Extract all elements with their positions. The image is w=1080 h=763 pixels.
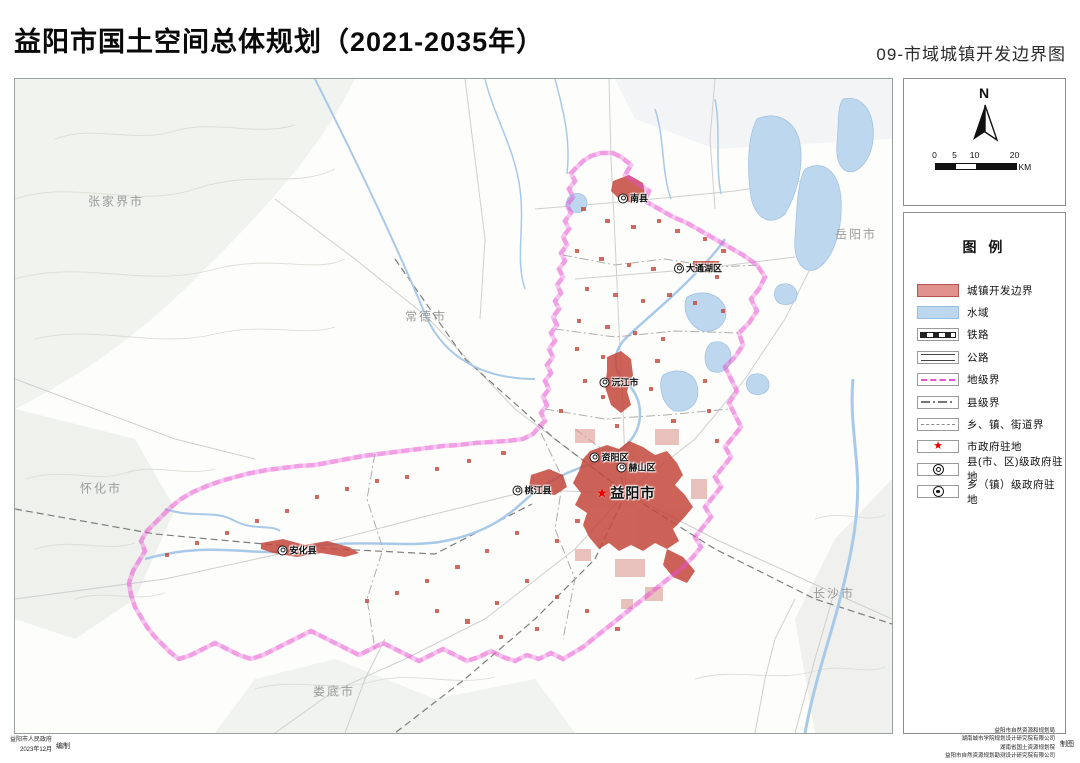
legend-item-water: 水域 bbox=[904, 301, 1065, 323]
county-gov-seat-icon bbox=[512, 485, 523, 495]
scale-tick: 5 bbox=[952, 150, 957, 160]
legend-title: 图 例 bbox=[962, 239, 1007, 255]
neighbor-city-label: 娄底市 bbox=[312, 684, 356, 699]
cartography-org: 湖南省国土资源规划院 bbox=[999, 744, 1055, 751]
legend-item-county-boundary: 县级界 bbox=[904, 391, 1065, 413]
county-gov-seat-icon bbox=[616, 462, 627, 472]
north-arrow-icon bbox=[972, 104, 998, 142]
county-gov-seat-icon bbox=[277, 545, 288, 555]
legend-label: 铁路 bbox=[967, 329, 989, 342]
scale-bar: 0 5 10 20 KM bbox=[925, 150, 1045, 180]
town-gov-seat-icon bbox=[932, 486, 944, 498]
place-label-赫山区[interactable]: 赫山区 bbox=[616, 461, 656, 474]
prefecture-boundary-line bbox=[126, 150, 768, 664]
county-gov-seat-icon bbox=[589, 452, 600, 462]
legend-label: 地级界 bbox=[967, 374, 1000, 387]
compiler-name: 益阳市人民政府 bbox=[10, 737, 53, 743]
neighbor-city-label: 岳阳市 bbox=[834, 227, 878, 242]
neighbor-city-label: 常德市 bbox=[404, 309, 448, 324]
place-name: 南县 bbox=[629, 193, 649, 204]
county-gov-seat-icon bbox=[932, 463, 944, 475]
map-canvas[interactable]: 张家界市常德市 岳阳市怀化市长沙市娄底市 南县大通湖区沅江市资阳区 赫山区 ★ 益阳市 桃江… bbox=[14, 78, 893, 734]
page-title: 益阳市国土空间总体规划（2021-2035年） bbox=[14, 27, 545, 57]
railway-swatch bbox=[917, 328, 959, 342]
place-label-沅江市[interactable]: 沅江市 bbox=[599, 376, 639, 389]
town-gov-seat-swatch bbox=[917, 485, 959, 499]
place-name: 桃江县 bbox=[524, 485, 552, 496]
place-label-益阳市[interactable]: ★ 益阳市 bbox=[597, 483, 656, 503]
cartography-org: 益阳市自然资源和规划局 bbox=[994, 728, 1055, 734]
place-label-大通湖区[interactable]: 大通湖区 bbox=[673, 262, 723, 275]
legend-label: 乡、镇、街道界 bbox=[967, 419, 1044, 432]
place-name: 赫山区 bbox=[628, 462, 656, 473]
neighbor-city-label: 长沙市 bbox=[812, 586, 856, 601]
neighbor-city-label: 张家界市 bbox=[87, 194, 145, 209]
footer-compiler: 益阳市人民政府 2023年12月 编制 bbox=[10, 736, 70, 755]
legend-item-road: 公路 bbox=[904, 346, 1065, 368]
legend-label: 市政府驻地 bbox=[967, 441, 1022, 454]
legend-label: 县(市、区)级政府驻地 bbox=[967, 456, 1063, 484]
legend-label: 乡（镇）级政府驻地 bbox=[967, 478, 1055, 506]
sheet-subtitle: 09-市域城镇开发边界图 bbox=[876, 45, 1066, 64]
neighbor-city-label: 怀化市 bbox=[79, 481, 123, 496]
prefecture-boundary-swatch bbox=[917, 373, 959, 387]
scale-tick: 0 bbox=[932, 150, 937, 160]
county-boundary-swatch bbox=[917, 395, 959, 409]
legend-item-township-boundary: 乡、镇、街道界 bbox=[904, 413, 1065, 435]
legend-item-prefecture-boundary: 地级界 bbox=[904, 369, 1065, 391]
legend-label: 水域 bbox=[967, 307, 989, 320]
city-gov-seat-swatch: ★ bbox=[917, 440, 959, 454]
place-label-桃江县[interactable]: 桃江县 bbox=[512, 484, 552, 497]
county-gov-seat-icon bbox=[599, 377, 610, 387]
development-area-layer bbox=[165, 175, 726, 639]
compiler-role-label: 编制 bbox=[56, 742, 71, 750]
compass-scale-panel: N 0 5 10 20 KM bbox=[903, 78, 1066, 206]
legend-item-town-gov-seat: 乡（镇）级政府驻地 bbox=[904, 479, 1065, 506]
place-name: 沅江市 bbox=[611, 377, 639, 388]
legend-items: 城镇开发边界 水域铁路公路地级界县级界乡、镇、街道界 ★ 市政府驻地县(市、区)级政府… bbox=[904, 279, 1065, 506]
cartography-org: 益阳市自然资源规划勘测设计研究院有限公司 bbox=[944, 752, 1055, 759]
city-gov-seat-star-icon: ★ bbox=[596, 486, 609, 500]
city-gov-seat-star-icon: ★ bbox=[933, 440, 943, 453]
footer-cartography: 益阳市自然资源和规划局 湖南城市学院规划设计研究院有限公司 湖南省国土资源规划院… bbox=[945, 727, 1074, 760]
legend-label: 县级界 bbox=[967, 396, 1000, 409]
place-label-资阳区[interactable]: 资阳区 bbox=[589, 451, 629, 464]
township-boundary-swatch bbox=[917, 418, 959, 432]
scale-unit: KM bbox=[1018, 162, 1032, 172]
place-name: 大通湖区 bbox=[685, 263, 723, 274]
legend-item-county-gov-seat: 县(市、区)级政府驻地 bbox=[904, 456, 1065, 483]
county-gov-seat-icon bbox=[673, 263, 684, 273]
place-name: 益阳市 bbox=[610, 485, 656, 501]
water-swatch bbox=[917, 306, 959, 320]
place-label-安化县[interactable]: 安化县 bbox=[277, 544, 317, 557]
cartography-role-label: 制图 bbox=[1060, 740, 1074, 748]
legend-panel: 图 例 城镇开发边界 水域铁路公路地级界县级界乡、镇、街道界 ★ 市政府驻地县(市、区… bbox=[903, 212, 1066, 734]
dev-boundary-swatch bbox=[917, 283, 959, 297]
place-name: 安化县 bbox=[289, 545, 317, 556]
legend-label: 城镇开发边界 bbox=[967, 284, 1033, 297]
county-gov-seat-icon bbox=[617, 193, 628, 203]
place-name: 资阳区 bbox=[601, 452, 629, 463]
legend-item-dev-boundary: 城镇开发边界 bbox=[904, 279, 1065, 301]
north-label: N bbox=[978, 85, 991, 101]
scale-tick: 10 bbox=[969, 150, 980, 160]
legend-item-railway: 铁路 bbox=[904, 324, 1065, 346]
road-swatch bbox=[917, 350, 959, 364]
place-label-南县[interactable]: 南县 bbox=[617, 192, 649, 205]
cartography-org: 湖南城市学院规划设计研究院有限公司 bbox=[961, 736, 1055, 743]
compile-date: 2023年12月 bbox=[20, 746, 53, 753]
county-gov-seat-swatch bbox=[917, 462, 959, 476]
scale-tick: 20 bbox=[1009, 150, 1020, 160]
legend-label: 公路 bbox=[967, 351, 989, 364]
map-artwork bbox=[15, 79, 892, 733]
legend-item-city-gov-seat: ★ 市政府驻地 bbox=[904, 436, 1065, 458]
